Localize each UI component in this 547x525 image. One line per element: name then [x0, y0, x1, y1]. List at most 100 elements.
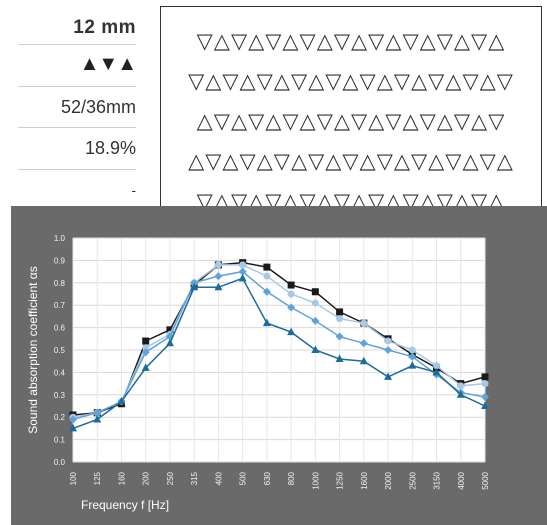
- x-axis-label: Frequency f [Hz]: [81, 498, 169, 512]
- x-tick-label: 800: [287, 471, 296, 485]
- data-point: [432, 367, 441, 376]
- pattern-icon: ▲▼▲: [18, 44, 137, 87]
- data-point: [481, 373, 489, 381]
- data-point: [481, 401, 489, 409]
- y-tick-label: 0.8: [54, 279, 66, 288]
- extra-text: -: [131, 182, 136, 198]
- x-tick-label: 100: [69, 471, 78, 485]
- absorption-chart: 0.0 0.1 0.2 0.3 0.4 0.5 0.6 0.7 0.8 0.9 1.0 100 125 1…: [26, 234, 490, 512]
- data-point: [311, 299, 319, 307]
- data-point: [335, 332, 344, 341]
- data-point: [360, 319, 368, 327]
- data-point: [457, 382, 465, 390]
- data-point: [141, 363, 150, 371]
- extra-value: -: [18, 169, 136, 208]
- pattern-row: ▽△▽△▽△▽△▽△▽△▽△▽△▽△▽: [188, 69, 514, 93]
- data-point: [481, 393, 489, 402]
- x-tick-label: 2000: [384, 471, 393, 489]
- data-point: [263, 263, 271, 271]
- pattern-row: ▽△▽△▽△▽△▽△▽△▽△▽△▽△: [196, 29, 506, 53]
- x-tick-label: 125: [93, 471, 102, 485]
- data-point: [142, 344, 150, 352]
- data-point: [311, 345, 320, 353]
- data-point: [481, 380, 489, 388]
- x-tick-label: 3150: [433, 471, 442, 489]
- data-point: [311, 288, 319, 296]
- data-point: [141, 348, 150, 357]
- data-point: [408, 361, 417, 369]
- data-point: [456, 390, 465, 398]
- data-point: [263, 272, 271, 280]
- y-tick-label: 0.9: [54, 256, 66, 265]
- x-tick-label: 4000: [457, 471, 466, 489]
- data-point: [239, 261, 247, 269]
- y-axis-label: Sound absorption coefficient αs: [26, 266, 40, 434]
- x-tick-label: 1600: [360, 471, 369, 489]
- thickness-text: 12 mm: [73, 17, 136, 38]
- data-point: [287, 303, 296, 312]
- data-point: [287, 327, 296, 336]
- x-tick-label: 2500: [408, 471, 417, 489]
- data-point: [408, 352, 417, 361]
- data-point: [336, 315, 344, 323]
- data-point: [384, 346, 393, 354]
- data-point: [335, 354, 344, 362]
- x-tick-label: 500: [239, 471, 248, 485]
- data-point: [93, 408, 102, 417]
- data-point: [166, 326, 174, 334]
- x-tick-label: 315: [190, 471, 199, 485]
- pattern-icon-glyphs: ▲▼▲: [79, 53, 137, 75]
- data-point: [262, 287, 271, 296]
- data-point: [359, 356, 368, 365]
- data-point: [238, 267, 247, 276]
- x-tick-label: 400: [214, 471, 223, 485]
- y-tick-label: 0.1: [54, 436, 66, 445]
- data-point: [93, 414, 102, 423]
- absorption-chart-panel: 0.0 0.1 0.2 0.3 0.4 0.5 0.6 0.7 0.8 0.9 1.0 100 125 1…: [11, 206, 547, 525]
- dimensions-value: 52/36mm: [18, 86, 136, 128]
- thickness-value: 12 mm: [18, 0, 136, 44]
- data-point: [69, 423, 77, 432]
- data-point: [408, 346, 416, 354]
- x-tick-label: 1250: [336, 471, 345, 489]
- data-point: [238, 273, 247, 282]
- open-area-value: 18.9%: [18, 127, 136, 170]
- x-tick-label: 5000: [481, 471, 490, 489]
- open-area-text: 18.9%: [84, 138, 136, 158]
- perforation-pattern-preview: ▽△▽△▽△▽△▽△▽△▽△▽△▽△ ▽△▽△▽△▽△▽△▽△▽△▽△▽△▽ △…: [160, 6, 542, 218]
- y-tick-label: 0.6: [54, 324, 66, 333]
- data-point: [359, 339, 368, 348]
- data-point: [165, 338, 174, 347]
- data-point: [190, 282, 199, 291]
- y-tick-label: 1.0: [54, 234, 66, 243]
- data-point: [287, 290, 295, 298]
- series-line: [72, 264, 486, 418]
- y-tick-label: 0.2: [54, 413, 66, 422]
- x-tick-label: 160: [117, 471, 126, 485]
- dimensions-text: 52/36mm: [60, 97, 136, 117]
- data-point: [311, 316, 320, 325]
- data-point: [142, 337, 150, 345]
- data-point: [336, 308, 344, 316]
- x-tick-label: 250: [166, 471, 175, 485]
- data-point: [287, 281, 295, 289]
- series-line: [72, 261, 486, 416]
- pattern-row: △▽△▽△▽△▽△▽△▽△▽△▽△▽△: [188, 149, 514, 173]
- x-tick-label: 630: [263, 471, 272, 485]
- y-tick-label: 0.5: [54, 346, 66, 355]
- y-tick-label: 0.3: [54, 391, 66, 400]
- data-point: [384, 372, 393, 380]
- x-tick-label: 1000: [311, 471, 320, 489]
- pattern-row: △▽△▽△▽△▽△▽△▽△▽△▽△▽: [196, 109, 506, 133]
- y-tick-label: 0.0: [54, 458, 66, 467]
- data-point: [214, 261, 222, 269]
- data-point: [214, 272, 223, 281]
- x-tick-label: 200: [142, 471, 151, 485]
- data-point: [262, 318, 271, 327]
- series-line: [72, 270, 486, 421]
- data-point: [214, 282, 223, 291]
- series-line: [72, 277, 486, 430]
- y-tick-label: 0.7: [54, 301, 66, 310]
- data-point: [384, 337, 392, 345]
- data-point: [69, 415, 77, 424]
